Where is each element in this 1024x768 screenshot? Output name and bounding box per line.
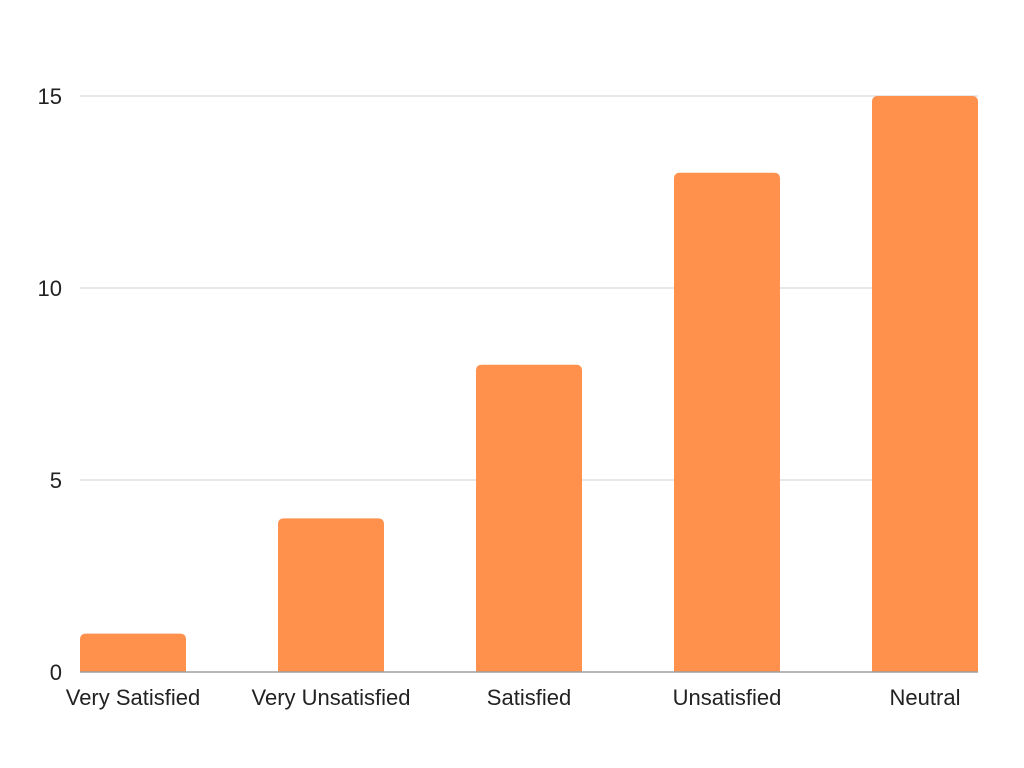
bar-very-unsatisfied (278, 518, 384, 672)
y-tick-label: 15 (38, 84, 62, 109)
bar-satisfied (476, 364, 582, 672)
bar-neutral (872, 96, 978, 672)
y-tick-label: 5 (50, 468, 62, 493)
x-category-label: Unsatisfied (673, 685, 782, 710)
bars (80, 96, 978, 673)
x-category-labels: Very Satisfied Very Unsatisfied Satisfied U… (66, 685, 961, 710)
y-tick-labels: 0 5 10 15 (38, 84, 62, 685)
y-tick-label: 10 (38, 276, 62, 301)
x-category-label: Satisfied (487, 685, 571, 710)
bar-unsatisfied (674, 172, 780, 673)
bar-very-satisfied (80, 633, 186, 672)
y-tick-label: 0 (50, 660, 62, 685)
x-category-label: Very Satisfied (66, 685, 201, 710)
x-category-label: Very Unsatisfied (252, 685, 411, 710)
x-category-label: Neutral (890, 685, 961, 710)
